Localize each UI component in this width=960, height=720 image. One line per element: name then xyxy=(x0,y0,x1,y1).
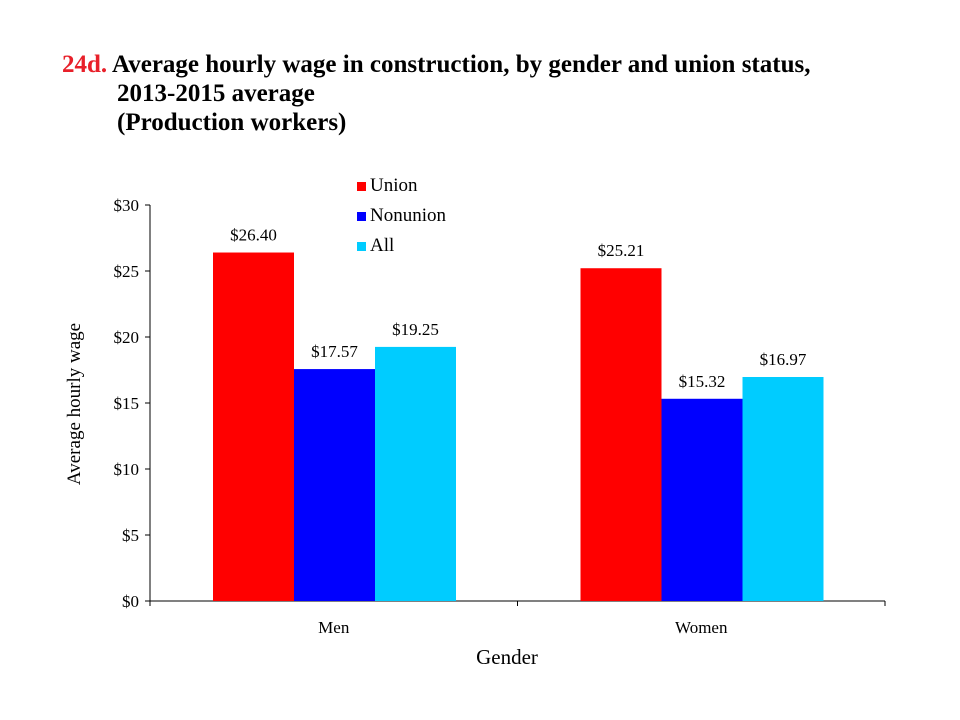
legend-swatch-nonunion xyxy=(357,212,366,221)
bar-all xyxy=(742,376,824,601)
title-text-1: Average hourly wage in construction, by … xyxy=(112,51,811,78)
title-line-1: 24d. Average hourly wage in construction… xyxy=(62,50,922,79)
data-label: $16.97 xyxy=(760,350,807,369)
legend-label: Nonunion xyxy=(370,205,447,226)
y-tick-label: $15 xyxy=(114,394,140,413)
chart-title: 24d. Average hourly wage in construction… xyxy=(62,50,922,137)
y-tick-label: $10 xyxy=(114,460,140,479)
y-axis-label: Average hourly wage xyxy=(64,323,85,485)
title-line-2: 2013-2015 average xyxy=(117,80,315,107)
y-tick-label: $0 xyxy=(122,592,139,611)
x-tick-label: Women xyxy=(675,618,728,637)
bar-nonunion xyxy=(294,369,375,601)
legend: Union Nonunion All xyxy=(357,175,447,256)
legend-label: Union xyxy=(370,175,418,196)
bar-all xyxy=(375,346,456,601)
chart-id: 24d. xyxy=(62,51,108,78)
x-tick-label: Men xyxy=(318,618,350,637)
data-label: $15.32 xyxy=(679,372,726,391)
data-label: $17.57 xyxy=(311,342,358,361)
y-tick-label: $5 xyxy=(122,526,139,545)
y-tick-label: $20 xyxy=(114,328,140,347)
bar-nonunion xyxy=(661,398,743,601)
x-axis-label: Gender xyxy=(476,645,538,669)
y-tick-label: $30 xyxy=(114,196,140,215)
data-label: $26.40 xyxy=(230,226,277,245)
data-label: $25.21 xyxy=(598,241,645,260)
legend-swatch-all xyxy=(357,242,366,251)
y-tick-label: $25 xyxy=(114,262,140,281)
legend-swatch-union xyxy=(357,182,366,191)
plot-area: $0 $5 $10 $15 $20 $25 $30 $26.40 $17.57 $19.25 Men… xyxy=(114,196,886,637)
data-label: $19.25 xyxy=(392,320,439,339)
title-line-3: (Production workers) xyxy=(117,109,347,136)
bar-union xyxy=(580,268,662,601)
bar-union xyxy=(213,252,294,601)
legend-label: All xyxy=(370,235,394,256)
